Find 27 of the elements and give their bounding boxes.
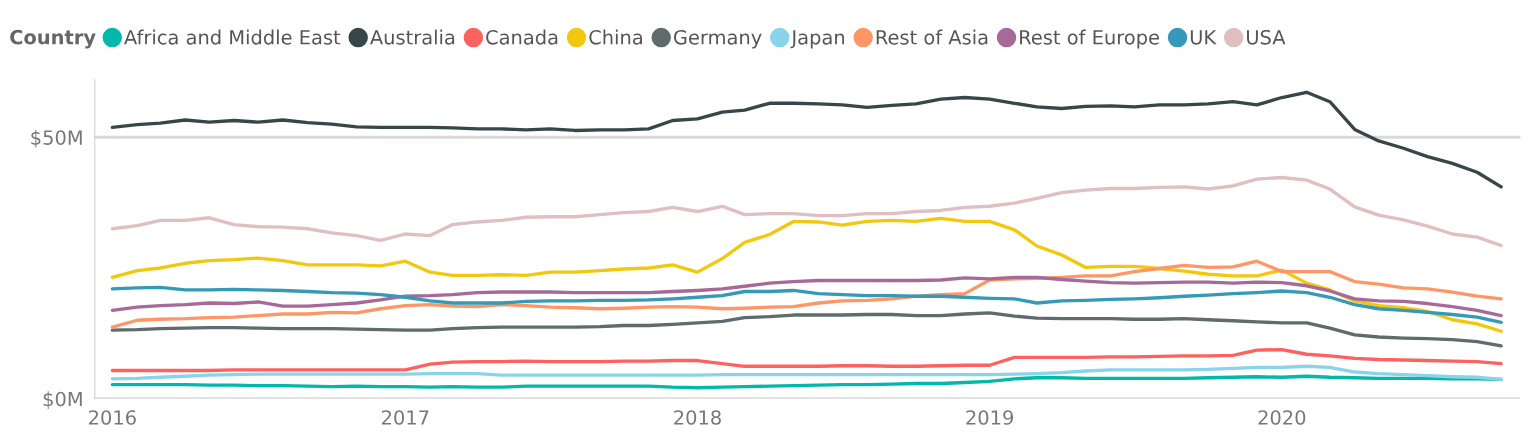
- line-series: [110, 311, 1503, 348]
- legend-label: Canada: [486, 29, 558, 45]
- legend-label: USA: [1247, 29, 1286, 45]
- y-tick-label: $50M: [31, 129, 82, 148]
- legend-label: UK: [1190, 30, 1217, 45]
- line-series: [110, 259, 1503, 329]
- legend-title: Country: [10, 29, 96, 49]
- x-tick-label: 2016: [89, 410, 136, 425]
- x-tick-label: 2019: [966, 410, 1014, 425]
- legend-label: Japan: [790, 30, 845, 49]
- x-tick-label: 2017: [382, 410, 429, 425]
- legend-label: Germany: [673, 29, 762, 49]
- line-series: [110, 175, 1503, 248]
- legend-label: China: [589, 29, 642, 45]
- line-series: [110, 275, 1503, 318]
- legend-label: Australia: [370, 29, 455, 45]
- x-tick-label: 2020: [1258, 410, 1306, 425]
- y-tick-label: $0M: [43, 391, 82, 409]
- line-series: [110, 285, 1503, 325]
- line-series: [110, 216, 1503, 333]
- legend-label: Rest of Europe: [1020, 29, 1159, 49]
- x-tick-label: 2018: [674, 410, 721, 425]
- legend-label: Africa and Middle East: [124, 29, 341, 45]
- line-series: [110, 347, 1503, 373]
- line-series: [110, 90, 1503, 189]
- legend-label: Rest of Asia: [876, 29, 988, 45]
- line-series: [110, 364, 1503, 382]
